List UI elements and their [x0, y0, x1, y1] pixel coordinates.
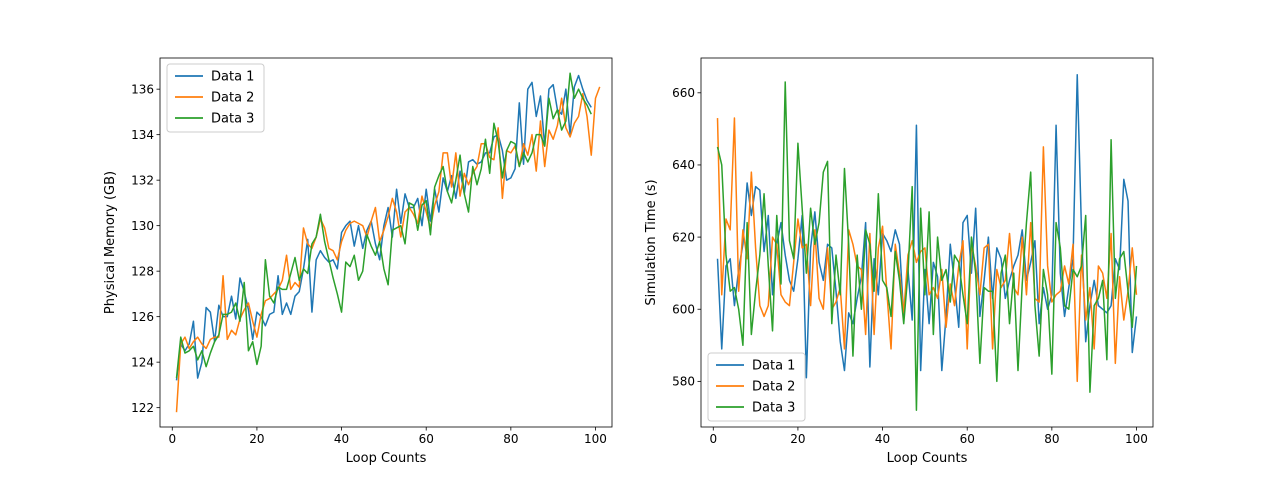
- y-axis-label: Simulation Time (s): [644, 179, 659, 305]
- series-line-2: [716, 117, 1138, 383]
- x-tick-label: 40: [875, 432, 890, 446]
- legend-box: [166, 63, 265, 133]
- series-line-3: [716, 81, 1138, 411]
- y-tick-label: 130: [131, 219, 154, 233]
- legend-box: [707, 352, 806, 422]
- y-tick-label: 620: [672, 230, 695, 244]
- x-tick-label: 0: [709, 432, 717, 446]
- series-line-1: [716, 74, 1138, 379]
- y-tick-label: 660: [672, 86, 695, 100]
- x-axis-label: Loop Counts: [887, 451, 968, 466]
- x-tick-label: 80: [1044, 432, 1059, 446]
- series-line-3: [175, 72, 592, 379]
- x-tick-label: 80: [503, 432, 518, 446]
- x-tick-label: 40: [334, 432, 349, 446]
- legend: Data 1 Data 2 Data 3: [707, 352, 806, 422]
- x-tick-label: 100: [1125, 432, 1148, 446]
- legend-label: Data 3: [752, 401, 795, 416]
- memory-chart: 0 20 40 60 80 100 122 124 126 128 130 132 134 136 Loop…: [103, 57, 613, 466]
- series-line-2: [175, 86, 601, 413]
- x-tick-label: 20: [249, 432, 264, 446]
- y-axis-label: Physical Memory (GB): [103, 171, 118, 314]
- y-tick-label: 600: [672, 303, 695, 317]
- y-tick-label: 124: [131, 355, 154, 369]
- y-tick-label: 136: [131, 82, 154, 96]
- x-tick-label: 60: [960, 432, 975, 446]
- x-tick-label: 100: [584, 432, 607, 446]
- legend: Data 1 Data 2 Data 3: [166, 63, 265, 133]
- legend-label: Data 2: [211, 91, 254, 106]
- simulation-time-chart: 0 20 40 60 80 100 580 600 620 640 660 Loop Counts Si…: [644, 57, 1154, 466]
- y-tick-label: 134: [131, 128, 154, 142]
- y-tick-label: 640: [672, 158, 695, 172]
- legend-label: Data 3: [211, 112, 254, 127]
- y-tick-label: 132: [131, 173, 154, 187]
- plot-frame: [700, 57, 1154, 428]
- x-tick-label: 0: [168, 432, 176, 446]
- plot-frame: [159, 57, 613, 428]
- x-axis-label: Loop Counts: [346, 451, 427, 466]
- y-tick-label: 580: [672, 375, 695, 389]
- legend-label: Data 2: [752, 380, 795, 395]
- y-tick-label: 122: [131, 401, 154, 415]
- x-tick-label: 20: [790, 432, 805, 446]
- y-tick-label: 128: [131, 264, 154, 278]
- legend-label: Data 1: [211, 70, 254, 85]
- y-tick-label: 126: [131, 310, 154, 324]
- x-tick-label: 60: [419, 432, 434, 446]
- legend-label: Data 1: [752, 359, 795, 374]
